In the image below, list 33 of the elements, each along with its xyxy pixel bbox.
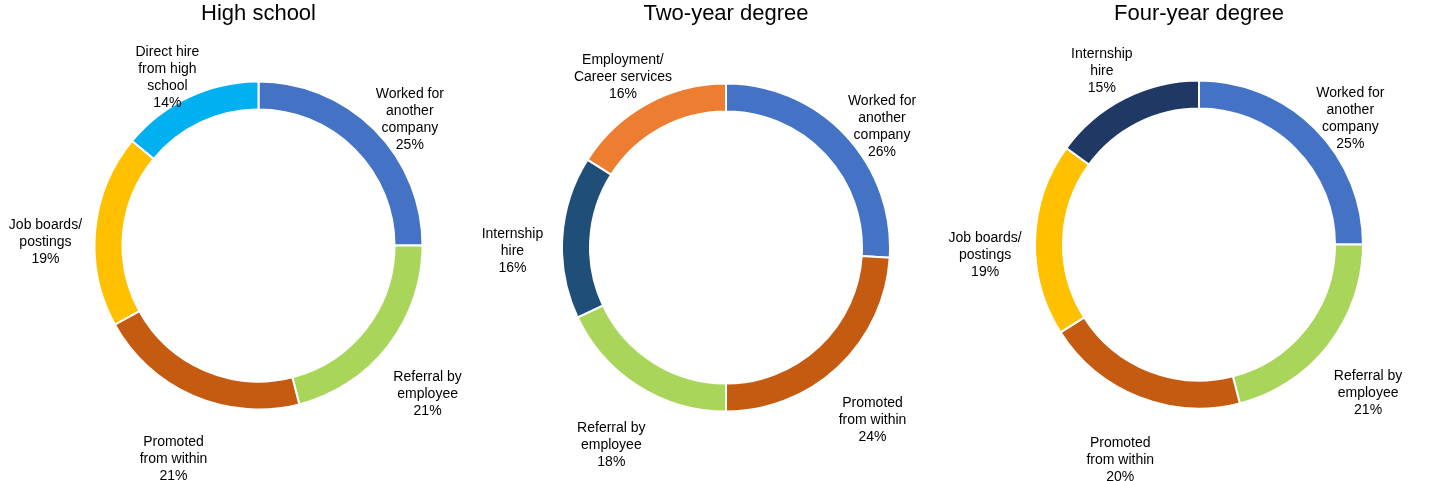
data-label: 16% bbox=[608, 84, 637, 101]
slice-label: Referral by employee bbox=[393, 367, 462, 401]
slice-label: Direct hire from high school bbox=[135, 42, 200, 93]
slice-label: Referral by employee bbox=[1333, 366, 1403, 400]
slice-label: Internship hire bbox=[1071, 44, 1133, 78]
slice-label: Promoted from within bbox=[838, 394, 907, 428]
data-label: 25% bbox=[1336, 135, 1365, 152]
slice-label: Worked for another company bbox=[1316, 84, 1385, 135]
data-label: 19% bbox=[31, 250, 60, 267]
slice-label: Job boards/ postings bbox=[948, 228, 1022, 262]
slice-label: Employment/ Career services bbox=[573, 50, 672, 84]
slice-label: Promoted from within bbox=[1086, 434, 1155, 468]
data-label: 24% bbox=[858, 428, 887, 445]
data-label: 26% bbox=[867, 143, 897, 160]
chart-title: High school bbox=[201, 0, 316, 25]
slice-label: Job boards/ postings bbox=[8, 216, 83, 250]
data-label: 21% bbox=[159, 466, 188, 481]
slice-label: Worked for another company bbox=[847, 92, 917, 143]
data-label: 21% bbox=[1354, 400, 1383, 417]
chart-title: Four-year degree bbox=[1114, 0, 1284, 25]
data-label: 25% bbox=[395, 136, 424, 153]
slice-label: Referral by employee bbox=[577, 419, 646, 453]
data-label: 14% bbox=[153, 93, 182, 110]
data-label: 19% bbox=[971, 262, 1000, 279]
data-label: 15% bbox=[1087, 78, 1116, 95]
slice-label: Internship hire bbox=[481, 225, 544, 259]
data-label: 21% bbox=[413, 401, 442, 418]
data-label: 20% bbox=[1106, 468, 1135, 481]
data-label: 18% bbox=[597, 453, 626, 470]
data-label: 16% bbox=[498, 259, 527, 276]
slice-label: Promoted from within bbox=[139, 432, 208, 466]
chart-title: Two-year degree bbox=[643, 0, 809, 25]
slice-label: Worked for another company bbox=[375, 85, 445, 136]
